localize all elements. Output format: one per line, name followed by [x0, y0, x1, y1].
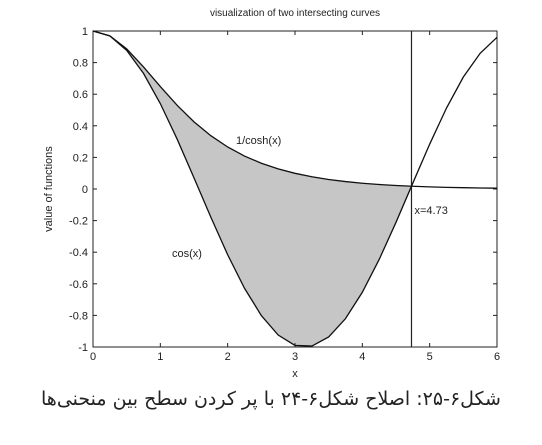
x-tick-label: 1 [157, 351, 163, 363]
y-tick-label: 0 [82, 184, 88, 196]
series-line [92, 30, 498, 189]
y-tick-label: -0.8 [69, 310, 88, 322]
y-tick-label: -1 [78, 342, 88, 354]
series-line [92, 30, 498, 347]
chart-title: visualization of two intersecting curves [210, 8, 380, 19]
vline-label: x=4.73 [414, 205, 447, 217]
y-tick-label: 0.8 [73, 58, 88, 70]
y-tick-label: 0.6 [73, 89, 88, 101]
fill-area [93, 31, 412, 347]
y-axis-label: value of functions [43, 146, 55, 232]
y-tick-label: -0.6 [69, 279, 88, 291]
y-tick-label: -0.4 [69, 247, 88, 259]
x-tick-label: 2 [225, 351, 231, 363]
y-tick-label: -0.2 [69, 216, 88, 228]
chart: visualization of two intersecting curves… [43, 8, 500, 380]
x-tick-label: 3 [292, 351, 298, 363]
series-label: cos(x) [172, 248, 202, 260]
x-axis-label: x [292, 368, 298, 380]
x-tick-label: 6 [494, 351, 500, 363]
x-tick-label: 4 [359, 351, 365, 363]
series-label: 1/cosh(x) [236, 135, 281, 147]
y-tick-label: 0.2 [73, 152, 88, 164]
x-tick-label: 5 [427, 351, 433, 363]
y-tick-label: 1 [82, 26, 88, 38]
caption: شکل۶-۲۵: اصلاح شکل۶-۲۴ با پر کردن سطح بی… [41, 388, 501, 410]
y-tick-label: 0.4 [73, 121, 88, 133]
x-tick-label: 0 [90, 351, 96, 363]
